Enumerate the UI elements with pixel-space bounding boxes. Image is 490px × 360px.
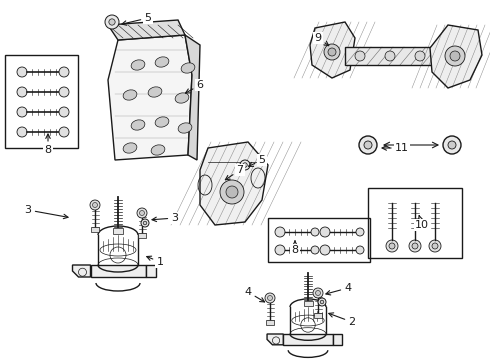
Bar — [91, 227, 99, 232]
Circle shape — [311, 246, 319, 254]
Circle shape — [59, 67, 69, 77]
Circle shape — [409, 240, 421, 252]
Circle shape — [448, 141, 456, 149]
Circle shape — [17, 127, 27, 137]
Circle shape — [443, 136, 461, 154]
Bar — [283, 334, 333, 345]
Circle shape — [320, 227, 330, 237]
Circle shape — [415, 51, 425, 61]
Text: 10: 10 — [415, 216, 429, 230]
Circle shape — [432, 243, 438, 249]
Circle shape — [143, 221, 147, 225]
Text: 2: 2 — [329, 313, 356, 327]
Bar — [303, 301, 313, 306]
Ellipse shape — [148, 87, 162, 97]
Polygon shape — [430, 25, 482, 88]
Bar — [368, 188, 462, 258]
Ellipse shape — [123, 143, 137, 153]
Bar — [138, 233, 146, 238]
Bar — [91, 265, 146, 277]
Ellipse shape — [181, 63, 195, 73]
Text: 6: 6 — [186, 80, 203, 93]
Ellipse shape — [123, 90, 137, 100]
Bar — [5, 55, 78, 148]
Circle shape — [324, 44, 340, 60]
Circle shape — [105, 15, 119, 29]
Text: 9: 9 — [315, 33, 329, 46]
Circle shape — [356, 228, 364, 236]
Circle shape — [429, 240, 441, 252]
Circle shape — [59, 107, 69, 117]
Circle shape — [140, 211, 145, 216]
Circle shape — [90, 200, 100, 210]
Circle shape — [17, 67, 27, 77]
Circle shape — [109, 19, 115, 25]
Circle shape — [268, 296, 272, 301]
Circle shape — [59, 87, 69, 97]
Text: 3: 3 — [24, 205, 68, 219]
Text: 7: 7 — [225, 165, 244, 180]
Circle shape — [386, 240, 398, 252]
Ellipse shape — [178, 123, 192, 133]
Text: 8: 8 — [292, 241, 298, 255]
Circle shape — [364, 141, 372, 149]
Circle shape — [328, 48, 336, 56]
Circle shape — [355, 51, 365, 61]
Circle shape — [318, 298, 326, 306]
Text: 11: 11 — [382, 143, 409, 153]
Text: 1: 1 — [147, 256, 164, 267]
Circle shape — [220, 180, 244, 204]
Text: 4: 4 — [326, 283, 351, 295]
Circle shape — [243, 163, 247, 167]
Ellipse shape — [155, 57, 169, 67]
Circle shape — [412, 243, 418, 249]
Polygon shape — [333, 334, 342, 345]
Bar — [268, 218, 370, 262]
Circle shape — [275, 227, 285, 237]
Circle shape — [226, 186, 238, 198]
Circle shape — [17, 107, 27, 117]
Circle shape — [141, 219, 149, 227]
Circle shape — [320, 300, 324, 304]
Circle shape — [320, 245, 330, 255]
Circle shape — [59, 127, 69, 137]
Text: 5: 5 — [248, 155, 266, 166]
Circle shape — [389, 243, 395, 249]
Circle shape — [240, 160, 250, 170]
Ellipse shape — [131, 120, 145, 130]
Bar — [113, 228, 123, 234]
Text: 3: 3 — [152, 213, 178, 223]
Polygon shape — [146, 265, 155, 277]
Circle shape — [316, 291, 320, 296]
Ellipse shape — [175, 93, 189, 103]
Bar — [314, 313, 322, 318]
Circle shape — [313, 288, 323, 298]
Circle shape — [445, 46, 465, 66]
Text: 8: 8 — [45, 134, 51, 155]
Polygon shape — [108, 35, 192, 160]
Circle shape — [356, 246, 364, 254]
Circle shape — [311, 228, 319, 236]
Circle shape — [450, 51, 460, 61]
Circle shape — [265, 293, 275, 303]
Circle shape — [17, 87, 27, 97]
Polygon shape — [73, 265, 91, 277]
Bar — [345, 47, 450, 65]
Polygon shape — [310, 22, 355, 78]
Circle shape — [275, 245, 285, 255]
Text: 4: 4 — [245, 287, 265, 302]
Circle shape — [359, 136, 377, 154]
Polygon shape — [185, 35, 200, 160]
Polygon shape — [267, 334, 283, 345]
Ellipse shape — [151, 145, 165, 155]
Circle shape — [385, 51, 395, 61]
Circle shape — [137, 208, 147, 218]
Circle shape — [93, 202, 98, 207]
Polygon shape — [200, 142, 268, 225]
Ellipse shape — [131, 60, 145, 70]
Bar — [266, 320, 274, 325]
Text: 5: 5 — [122, 13, 151, 25]
Ellipse shape — [155, 117, 169, 127]
Polygon shape — [108, 20, 185, 40]
